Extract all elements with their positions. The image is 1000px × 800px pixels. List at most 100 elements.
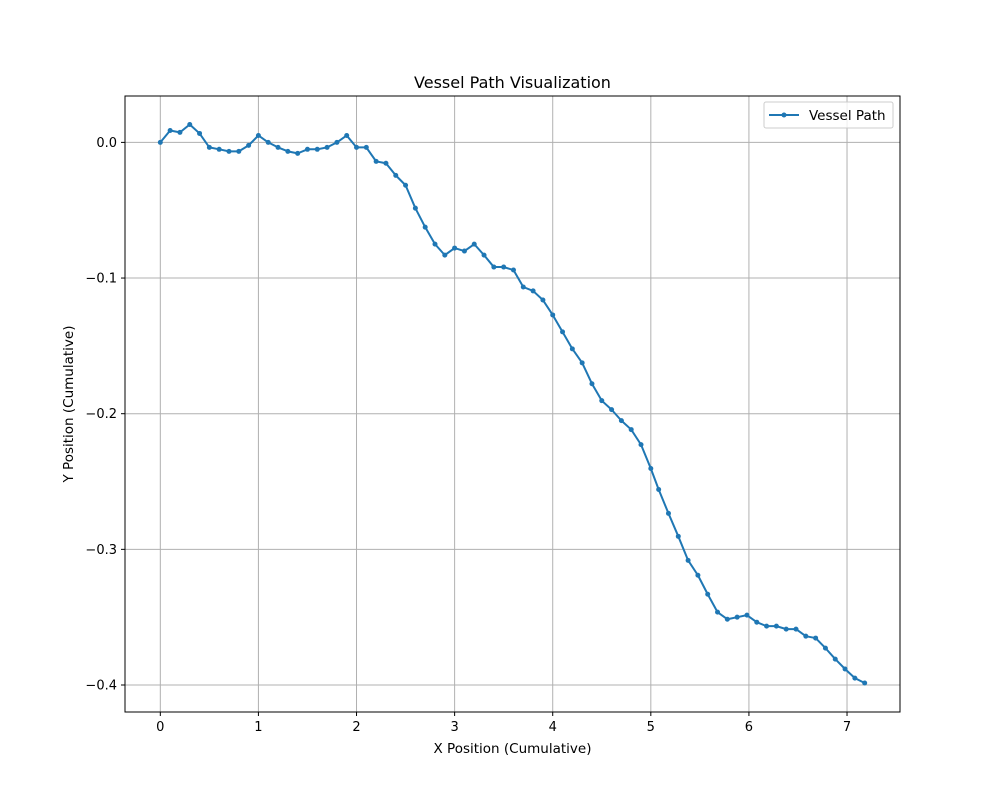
data-point	[656, 487, 662, 493]
x-axis-ticks: 0 1 2 3 4 5 6 7	[156, 712, 851, 735]
plot-area: 0 1 2 3 4 5 6 7 0.0 −0.1 −0.2 −0.3 −0.4	[85, 95, 901, 735]
x-tick-label: 4	[549, 720, 557, 735]
data-point	[628, 427, 634, 433]
data-point	[216, 146, 222, 152]
data-point	[579, 360, 585, 366]
y-tick-label: −0.3	[85, 543, 117, 558]
data-point	[822, 645, 828, 651]
data-point	[501, 264, 507, 270]
data-point	[695, 572, 701, 578]
data-point	[314, 146, 320, 152]
data-point	[852, 675, 858, 681]
data-point	[373, 158, 379, 164]
data-point	[510, 267, 516, 273]
data-point	[197, 130, 203, 136]
data-point	[363, 144, 369, 150]
y-tick-label: −0.2	[85, 407, 117, 422]
data-point	[813, 635, 819, 641]
data-point	[177, 129, 183, 135]
grid-lines	[125, 96, 900, 712]
data-point	[206, 144, 212, 150]
data-point	[665, 510, 671, 516]
data-point	[187, 121, 193, 127]
data-point	[764, 623, 770, 629]
data-point	[793, 626, 799, 632]
data-point	[324, 144, 330, 150]
axes-frame	[124, 95, 901, 713]
x-tick-label: 5	[647, 720, 655, 735]
data-point	[471, 241, 477, 247]
data-point	[167, 127, 173, 133]
data-point	[589, 381, 595, 387]
legend-box	[763, 101, 894, 129]
x-axis-title: X Position (Cumulative)	[434, 741, 592, 757]
data-point	[550, 312, 556, 318]
data-point	[442, 252, 448, 258]
data-point	[452, 245, 458, 251]
data-point	[803, 633, 809, 639]
data-point	[832, 656, 838, 662]
x-tick-label: 1	[254, 720, 262, 735]
x-tick-label: 2	[352, 720, 360, 735]
data-point	[540, 297, 546, 303]
data-point	[432, 241, 438, 247]
data-point	[265, 139, 271, 145]
data-point	[304, 146, 310, 152]
chart-title: Vessel Path Visualization	[414, 73, 611, 92]
data-point	[422, 224, 428, 230]
data-point	[530, 288, 536, 294]
data-point	[481, 252, 487, 258]
series-layer	[157, 121, 868, 686]
data-point	[412, 205, 418, 211]
data-point	[226, 148, 232, 154]
data-point	[569, 346, 575, 352]
y-tick-label: −0.4	[85, 679, 117, 694]
legend-marker-swatch	[781, 112, 787, 118]
y-axis-ticks: 0.0 −0.1 −0.2 −0.3 −0.4	[85, 136, 125, 694]
data-point	[773, 623, 779, 629]
data-point	[344, 132, 350, 138]
data-point	[754, 619, 760, 625]
data-point	[491, 264, 497, 270]
x-tick-label: 0	[156, 720, 164, 735]
data-point	[285, 148, 291, 154]
data-point	[255, 132, 261, 138]
data-point	[685, 557, 691, 563]
data-point	[393, 172, 399, 178]
data-point	[744, 612, 750, 618]
data-point	[275, 144, 281, 150]
data-point	[246, 142, 252, 148]
data-point	[461, 248, 467, 254]
data-point	[334, 139, 340, 145]
data-point	[295, 150, 301, 156]
data-point	[724, 616, 730, 622]
data-point	[609, 407, 615, 413]
data-point	[157, 139, 163, 145]
legend: Vessel Path	[763, 101, 894, 129]
legend-label: Vessel Path	[809, 108, 886, 124]
data-point	[783, 626, 789, 632]
y-tick-label: 0.0	[96, 136, 117, 151]
x-tick-label: 7	[843, 720, 851, 735]
data-point	[560, 329, 566, 335]
data-point	[520, 284, 526, 290]
data-point	[862, 680, 868, 686]
data-point	[638, 442, 644, 448]
data-point	[734, 614, 740, 620]
data-point	[403, 182, 409, 188]
data-point	[618, 418, 624, 424]
data-point	[383, 160, 389, 166]
data-point	[648, 466, 654, 472]
x-tick-label: 6	[745, 720, 753, 735]
data-point	[675, 533, 681, 539]
y-axis-title: Y Position (Cumulative)	[61, 326, 77, 484]
data-point	[842, 666, 848, 672]
y-tick-label: −0.1	[85, 272, 117, 287]
data-point	[236, 148, 242, 154]
data-point	[354, 144, 360, 150]
data-point	[715, 609, 721, 615]
data-point	[599, 398, 605, 404]
x-tick-label: 3	[450, 720, 458, 735]
data-point	[705, 591, 711, 597]
